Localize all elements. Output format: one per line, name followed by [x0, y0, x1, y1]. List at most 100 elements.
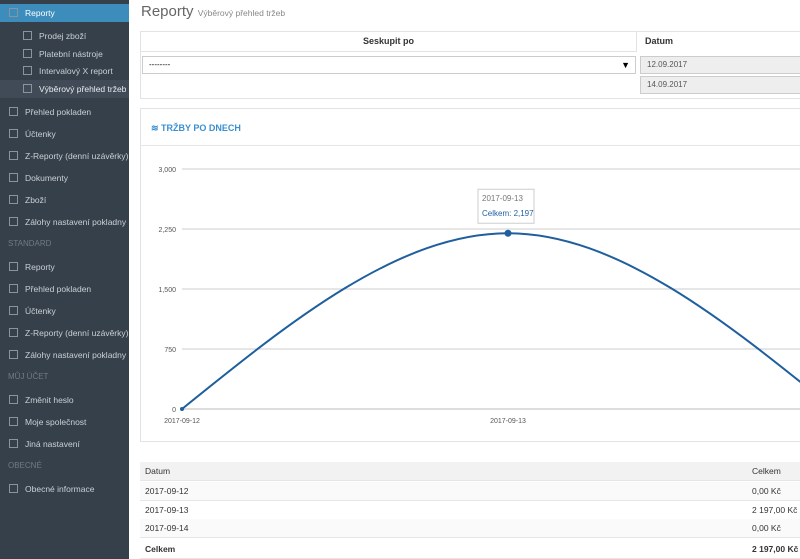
menu-item[interactable]: Prodej zboží: [0, 27, 129, 45]
menu-item[interactable]: Zboží: [0, 191, 129, 209]
y-tick-label: 2,250: [158, 227, 176, 234]
icon: [9, 217, 18, 226]
icon: [9, 350, 18, 359]
menu-item[interactable]: Reporty: [0, 4, 129, 22]
menu-label: Přehled pokladen: [25, 107, 92, 117]
icon: [9, 328, 18, 337]
menu-label: Přehled pokladen: [25, 284, 92, 294]
chart-panel: ≋ TRŽBY PO DNECH 0 750 1,500 2,250 3,000 2017…: [140, 108, 800, 442]
filter-label: Seskupit po: [141, 32, 637, 52]
icon: [9, 395, 18, 404]
icon: [23, 48, 32, 58]
section-heading: OBECNÉ: [8, 461, 42, 470]
table-row: [140, 500, 800, 520]
icon: [9, 173, 18, 182]
menu-item[interactable]: Změnit heslo: [0, 391, 129, 409]
table-cell: Celkem: [145, 544, 176, 554]
y-tick-label: 0: [172, 407, 176, 414]
table-cell: 0,00 Kč: [752, 523, 781, 534]
icon: [9, 484, 18, 493]
menu-item[interactable]: Účtenky: [0, 125, 129, 143]
table-cell: 2017-09-14: [145, 523, 189, 534]
sidebar: Reporty Prodej zboží Platební nástroje Inte…: [0, 0, 129, 559]
menu-item[interactable]: Z-Reporty (denní uzávěrky): [0, 147, 129, 165]
icon: [9, 151, 18, 160]
chart-title-text: TRŽBY PO DNECH: [161, 123, 241, 133]
menu-item[interactable]: Z-Reporty (denní uzávěrky): [0, 324, 129, 342]
section-heading: STANDARD: [8, 239, 52, 248]
menu-label: Dokumenty: [25, 173, 68, 183]
menu-label: Výběrový přehled tržeb: [39, 84, 127, 95]
icon: [23, 66, 32, 76]
menu-item[interactable]: Zálohy nastavení pokladny: [0, 213, 129, 231]
select-arrow: ▼: [621, 60, 630, 70]
select-value: --------: [149, 60, 171, 69]
y-tick-label: 3,000: [158, 167, 176, 174]
chart: 0 750 1,500 2,250 3,000 2017-09-12 2017-09-13 2…: [158, 167, 800, 425]
menu-label: Zálohy nastavení pokladny: [25, 217, 127, 227]
y-tick-label: 750: [164, 347, 176, 354]
menu-label: Účtenky: [25, 306, 56, 316]
menu-item[interactable]: Výběrový přehled tržeb: [0, 80, 129, 99]
page-title: Reporty Výběrový přehled tržeb: [141, 3, 285, 20]
menu-label: Zboží: [25, 195, 47, 205]
icon: [9, 417, 18, 426]
menu-label: Zálohy nastavení pokladny: [25, 350, 127, 360]
table-cell: Datum: [145, 466, 171, 476]
icon: [9, 195, 18, 204]
menu-label: Prodej zboží: [39, 31, 87, 41]
select[interactable]: -------- ▼: [142, 56, 636, 74]
table-row: [140, 519, 800, 539]
subtitle: Výběrový přehled tržeb: [197, 8, 286, 18]
x-tick-label: 2017-09-13: [490, 418, 526, 425]
date-input[interactable]: 12.09.2017: [640, 56, 800, 74]
menu-label: Intervalový X report: [39, 66, 113, 77]
icon: [9, 107, 18, 116]
icon: [9, 8, 18, 17]
tooltip-title: 2017-09-13: [482, 194, 523, 203]
icon: [23, 84, 32, 94]
table-cell: 2 197,00 Kč: [752, 504, 798, 515]
menu-item[interactable]: Intervalový X report: [0, 62, 129, 80]
chart-title: ≋ TRŽBY PO DNECH: [151, 123, 241, 133]
menu-item[interactable]: Obecné informace: [0, 480, 129, 498]
table-row: [140, 482, 800, 501]
menu-item[interactable]: Jiná nastavení: [0, 435, 129, 453]
point: [180, 407, 184, 411]
menu-item[interactable]: Reporty: [0, 258, 129, 276]
divider: [141, 145, 800, 146]
title: Reporty: [141, 3, 194, 20]
tooltip-text: Celkem: 2,197: [482, 209, 534, 218]
icon: [23, 31, 32, 40]
menu-label: Platební nástroje: [39, 48, 103, 59]
menu-label: Z-Reporty (denní uzávěrky): [25, 151, 129, 161]
point: [504, 229, 512, 237]
menu-item[interactable]: Přehled pokladen: [0, 103, 129, 121]
menu-item[interactable]: Zálohy nastavení pokladny: [0, 346, 129, 364]
date-input[interactable]: 14.09.2017: [640, 76, 800, 94]
menu-label: Reporty: [25, 262, 55, 272]
section-heading: MŮJ ÚČET: [8, 372, 49, 381]
menu-item[interactable]: Platební nástroje: [0, 45, 129, 63]
table-cell: Celkem: [752, 466, 781, 476]
menu-label: Účtenky: [25, 129, 56, 139]
icon: [9, 262, 18, 271]
menu-label: Moje společnost: [25, 417, 87, 427]
menu-item[interactable]: Účtenky: [0, 302, 129, 320]
menu-label: Reporty: [25, 8, 55, 18]
line: [181, 232, 800, 410]
table-cell: 2017-09-12: [145, 486, 189, 496]
table-cell: 0,00 Kč: [752, 486, 781, 496]
y-tick-label: 1,500: [158, 287, 176, 294]
menu-item[interactable]: Moje společnost: [0, 413, 129, 431]
tooltip: [477, 188, 535, 224]
menu-item[interactable]: Dokumenty: [0, 169, 129, 187]
icon: [9, 129, 18, 138]
menu-label: Z-Reporty (denní uzávěrky): [25, 328, 129, 338]
menu-item[interactable]: Přehled pokladen: [0, 280, 129, 298]
table-cell: 2 197,00 Kč: [752, 544, 799, 554]
x-tick-label: 2017-09-12: [164, 418, 200, 425]
icon: [9, 306, 18, 315]
menu-label: Jiná nastavení: [25, 439, 80, 449]
